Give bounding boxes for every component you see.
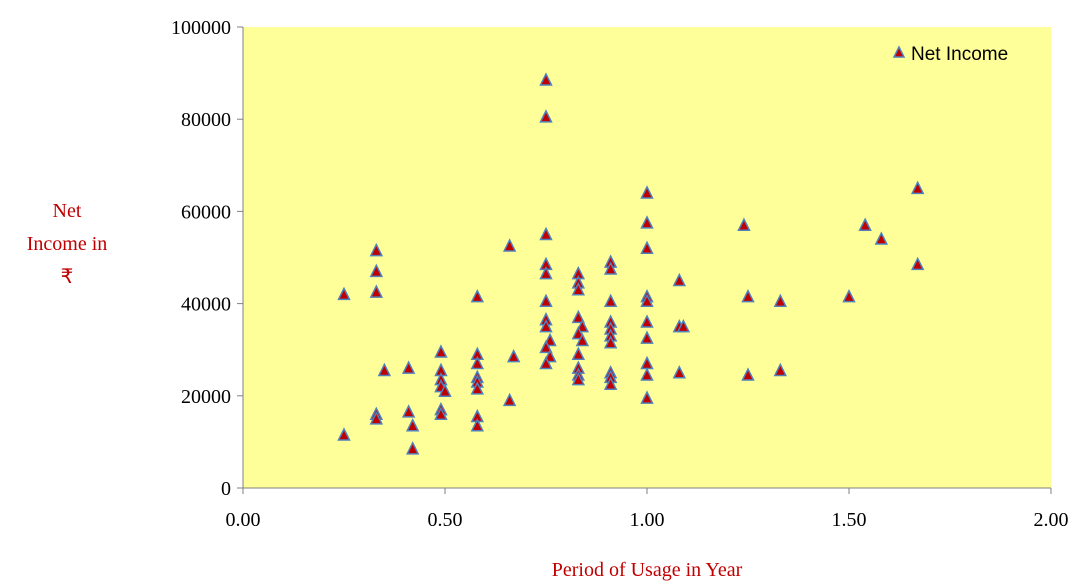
data-point-triangle (369, 284, 384, 298)
data-point-triangle (741, 367, 755, 381)
data-points (337, 72, 925, 455)
data-point-triangle (369, 242, 384, 257)
data-point-triangle (603, 335, 618, 349)
data-point-triangle (337, 427, 351, 441)
x-tick-label: 1.00 (630, 509, 665, 531)
data-point-triangle (470, 381, 485, 395)
y-axis-title-line-3: ₹ (61, 266, 74, 288)
y-tick-label: 80000 (181, 109, 231, 131)
data-point-triangle (603, 261, 618, 275)
data-point-triangle (434, 406, 448, 420)
data-point-triangle (539, 355, 553, 370)
data-point-triangle (672, 272, 687, 287)
data-point-triangle (676, 318, 691, 333)
data-point-triangle (773, 362, 788, 377)
legend-marker-triangle-icon (892, 45, 906, 58)
plot-area (243, 27, 1051, 488)
data-point-triangle (470, 418, 485, 432)
data-point-triangle (539, 318, 553, 333)
data-point-triangle (502, 238, 517, 252)
data-point-triangle (640, 314, 654, 328)
x-axis-title: Period of Usage in Year (552, 559, 743, 581)
data-point-triangle (539, 72, 553, 86)
data-point-triangle (470, 355, 485, 370)
data-point-triangle (539, 226, 553, 241)
axes: 0 20000 40000 60000 80000 100000 0.00 0.50 1.00 1… (171, 17, 1069, 531)
y-tick-label: 60000 (181, 201, 231, 223)
data-point-triangle (369, 263, 384, 278)
data-point-triangle (640, 390, 654, 404)
data-point-triangle (405, 418, 420, 432)
data-point-triangle (369, 411, 384, 425)
x-tick-label: 1.50 (832, 509, 867, 531)
data-point-triangle (842, 289, 856, 303)
data-point-triangle (737, 217, 751, 231)
data-point-triangle (571, 282, 586, 296)
data-point-triangle (603, 376, 618, 391)
data-point-triangle (741, 289, 755, 303)
y-axis-title-line-1: Net (53, 200, 82, 222)
x-tick-label: 2.00 (1034, 509, 1069, 531)
y-axis-title-line-2: Income in (27, 233, 108, 255)
data-point-triangle (640, 215, 654, 229)
data-point-triangle (640, 293, 654, 308)
data-point-triangle (337, 286, 351, 301)
data-point-triangle (640, 367, 654, 381)
data-point-triangle (438, 383, 452, 397)
legend: Net Income (892, 44, 1008, 65)
x-tick-label: 0.50 (428, 509, 463, 531)
data-point-triangle (401, 360, 416, 374)
legend-label: Net Income (911, 44, 1008, 65)
data-point-triangle (506, 348, 521, 363)
data-point-triangle (377, 362, 392, 377)
y-tick-label: 0 (221, 478, 231, 500)
data-point-triangle (405, 441, 420, 455)
data-point-triangle (571, 309, 586, 324)
data-point-triangle (640, 330, 654, 344)
y-tick-label: 20000 (181, 386, 231, 408)
data-point-triangle (603, 293, 618, 308)
data-point-triangle (539, 339, 553, 354)
data-point-triangle (575, 332, 590, 347)
data-point-triangle (640, 240, 654, 255)
data-point-triangle (773, 293, 788, 308)
data-point-triangle (401, 404, 416, 418)
data-point-triangle (571, 346, 586, 361)
data-point-triangle (539, 265, 553, 280)
data-point-triangle (502, 392, 517, 407)
data-point-triangle (539, 109, 553, 123)
data-point-triangle (434, 344, 448, 358)
data-point-triangle (571, 371, 586, 386)
data-point-triangle (672, 365, 687, 379)
data-point-triangle (910, 180, 925, 195)
data-point-triangle (858, 217, 872, 231)
data-point-triangle (539, 293, 553, 308)
data-point-triangle (910, 256, 925, 271)
data-point-triangle (470, 289, 485, 303)
x-tick-label: 0.00 (226, 509, 261, 531)
y-tick-label: 40000 (181, 294, 231, 316)
data-point-triangle (874, 231, 889, 245)
data-point-triangle (640, 185, 654, 199)
y-tick-label: 100000 (171, 17, 231, 39)
